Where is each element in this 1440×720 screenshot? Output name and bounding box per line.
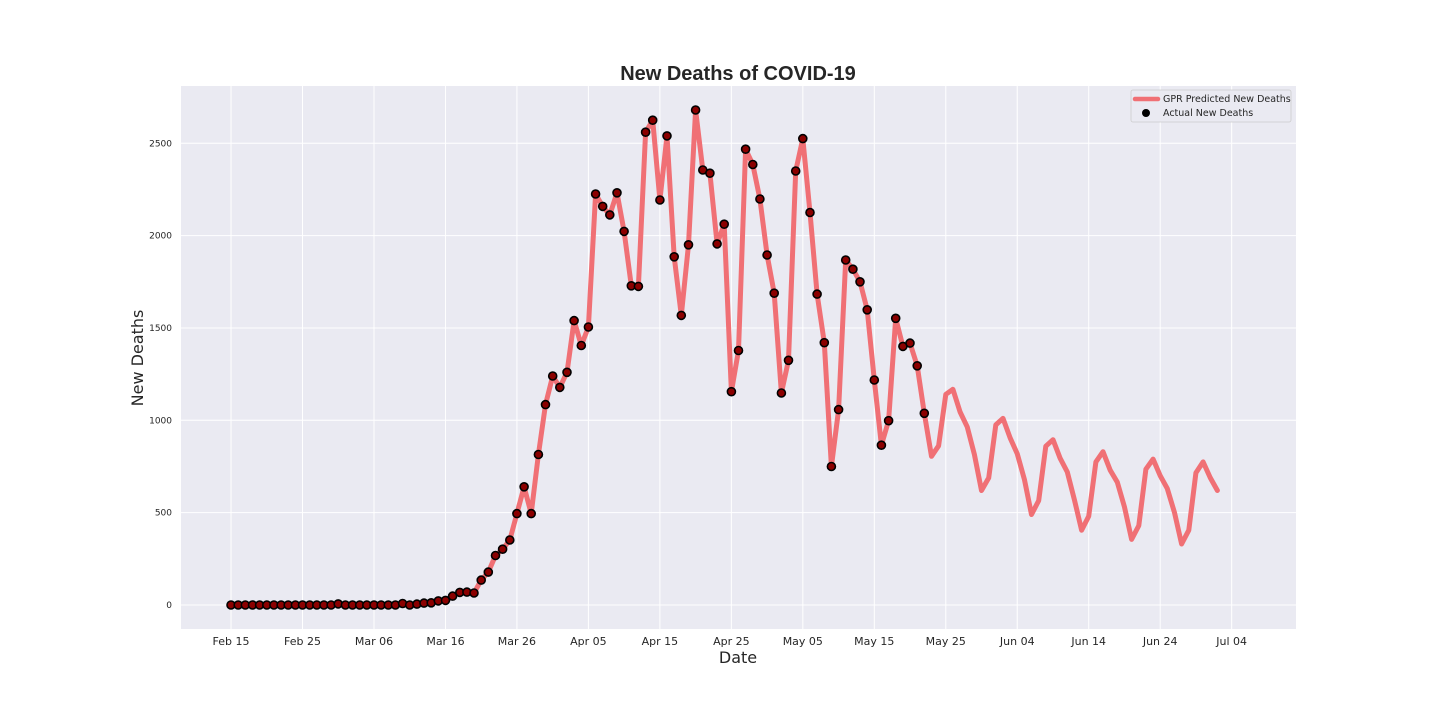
y-tick-label: 2000 <box>149 232 172 242</box>
legend-box <box>1130 89 1292 123</box>
actual-deaths-point <box>533 449 544 460</box>
actual-deaths-point <box>812 289 822 299</box>
actual-deaths-point <box>919 408 930 419</box>
actual-deaths-point <box>840 255 851 265</box>
actual-deaths-point <box>862 304 873 315</box>
actual-deaths-point <box>712 239 722 249</box>
y-axis-ticks: 0 500 1000 1500 2000 2500 <box>149 139 172 611</box>
x-tick-label: Apr 15 <box>642 635 679 648</box>
actual-deaths-point <box>547 371 558 381</box>
legend-label-predicted: GPR Predicted New Deaths <box>1163 94 1291 105</box>
actual-deaths-point <box>669 251 680 262</box>
chart-title: New Deaths of COVID-19 <box>620 63 856 85</box>
actual-deaths-point <box>869 375 880 385</box>
x-tick-label: Mar 16 <box>426 635 464 648</box>
x-tick-label: Jun 14 <box>1070 635 1106 648</box>
actual-deaths-point <box>905 338 915 348</box>
actual-deaths-point <box>633 281 644 292</box>
legend: GPR Predicted New Deaths Actual New Deat… <box>1130 89 1292 123</box>
actual-deaths-point <box>612 188 622 198</box>
actual-deaths-point <box>876 440 887 451</box>
x-tick-label: Mar 26 <box>498 635 536 648</box>
actual-deaths-point <box>576 340 587 351</box>
y-tick-label: 1500 <box>149 324 172 334</box>
x-tick-label: Feb 15 <box>213 635 250 648</box>
x-tick-label: Mar 06 <box>355 635 393 648</box>
x-tick-label: May 25 <box>926 635 966 648</box>
actual-deaths-point <box>447 591 458 601</box>
actual-deaths-point <box>783 355 794 366</box>
actual-deaths-point <box>848 264 858 275</box>
x-tick-label: Jul 04 <box>1215 635 1247 648</box>
x-tick-label: Jun 24 <box>1142 635 1178 648</box>
actual-deaths-point <box>655 195 665 205</box>
x-tick-label: Jun 04 <box>999 635 1035 648</box>
actual-deaths-point <box>440 595 451 606</box>
actual-deaths-point <box>604 210 615 220</box>
actual-deaths-point <box>512 508 522 519</box>
actual-deaths-point <box>662 131 672 141</box>
actual-deaths-point <box>826 461 837 472</box>
actual-deaths-point <box>597 201 608 212</box>
actual-deaths-point <box>562 367 572 378</box>
actual-deaths-point <box>469 588 479 598</box>
actual-deaths-point <box>526 508 537 519</box>
actual-deaths-point <box>883 415 894 426</box>
x-tick-label: Apr 25 <box>713 635 750 648</box>
y-tick-label: 0 <box>166 601 172 611</box>
legend-label-actual: Actual New Deaths <box>1163 108 1253 119</box>
actual-deaths-point <box>619 226 629 237</box>
actual-deaths-point <box>726 386 737 397</box>
actual-deaths-point <box>497 544 508 555</box>
x-tick-label: May 05 <box>783 635 823 648</box>
y-tick-label: 500 <box>155 509 172 519</box>
x-tick-label: May 15 <box>854 635 894 648</box>
actual-deaths-point <box>833 404 844 415</box>
actual-deaths-point <box>805 207 815 218</box>
actual-deaths-point <box>540 399 551 410</box>
x-axis-label: Date <box>719 648 757 667</box>
actual-deaths-point <box>719 219 730 229</box>
actual-deaths-point <box>683 240 694 250</box>
actual-deaths-point <box>676 310 687 321</box>
actual-deaths-point <box>476 575 487 585</box>
actual-deaths-point <box>855 276 865 287</box>
y-axis-label: New Deaths <box>128 310 147 407</box>
actual-deaths-point <box>797 133 808 144</box>
x-tick-label: Feb 25 <box>284 635 321 648</box>
actual-deaths-point <box>819 337 830 348</box>
actual-deaths-point <box>733 345 744 356</box>
actual-deaths-point <box>590 189 601 199</box>
series <box>226 105 1220 610</box>
actual-deaths-point <box>690 105 701 115</box>
actual-deaths-point <box>747 159 758 170</box>
actual-deaths-point <box>776 388 787 398</box>
actual-deaths-point <box>519 481 529 492</box>
actual-deaths-point <box>705 168 715 178</box>
y-tick-label: 1000 <box>149 416 172 426</box>
actual-deaths-point <box>740 144 751 154</box>
actual-deaths-point <box>640 127 651 137</box>
actual-deaths-point <box>890 313 901 324</box>
actual-deaths-point <box>583 322 594 332</box>
actual-deaths-point <box>504 535 515 545</box>
x-axis-ticks: Feb 15 Feb 25 Mar 06 Mar 16 Mar 26 Apr 05 Apr … <box>213 635 1248 648</box>
x-tick-label: Apr 05 <box>570 635 607 648</box>
actual-deaths-point <box>769 288 780 299</box>
legend-marker-swatch <box>1142 109 1150 117</box>
actual-deaths-point <box>762 250 772 260</box>
grid <box>181 86 1296 629</box>
actual-deaths-point <box>912 360 923 371</box>
actual-deaths-point <box>569 315 579 326</box>
actual-deaths-point <box>647 115 658 125</box>
actual-deaths-point <box>790 166 801 176</box>
y-tick-label: 2500 <box>149 139 172 149</box>
actual-deaths-point <box>755 194 765 204</box>
actual-deaths-point <box>554 382 565 393</box>
actual-deaths-point <box>483 567 494 577</box>
actual-deaths-point <box>490 550 501 561</box>
